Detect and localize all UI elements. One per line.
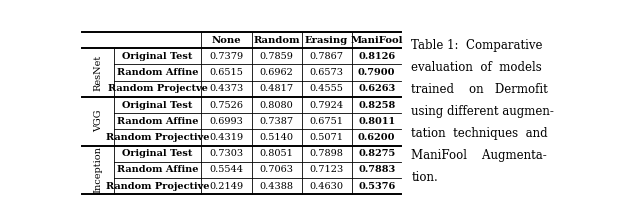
Text: 0.5544: 0.5544 [209,165,243,174]
Text: 0.4817: 0.4817 [259,84,294,93]
Text: trained    on   Dermofit: trained on Dermofit [412,83,548,96]
Text: Random Affine: Random Affine [117,68,198,77]
Text: 0.7924: 0.7924 [310,101,344,110]
Text: 0.5376: 0.5376 [358,182,396,191]
Text: 0.6751: 0.6751 [310,117,344,126]
Text: 0.7123: 0.7123 [310,165,344,174]
Text: Random Projective: Random Projective [106,133,209,142]
Text: Original Test: Original Test [122,52,193,61]
Text: 0.4555: 0.4555 [310,84,344,93]
Text: 0.7379: 0.7379 [209,52,244,61]
Text: ManiFool: ManiFool [351,36,403,45]
Text: 0.8080: 0.8080 [260,101,293,110]
Text: Random: Random [253,36,300,45]
Text: 0.8258: 0.8258 [358,101,396,110]
Text: 0.7063: 0.7063 [260,165,294,174]
Text: Erasing: Erasing [305,36,348,45]
Text: 0.6263: 0.6263 [358,84,396,93]
Text: 0.8275: 0.8275 [358,149,396,158]
Text: Random Affine: Random Affine [117,165,198,174]
Text: Random Projectve: Random Projectve [108,84,207,93]
Text: tation  techniques  and: tation techniques and [412,127,548,140]
Text: Random Affine: Random Affine [117,117,198,126]
Text: ManiFool    Augmenta-: ManiFool Augmenta- [412,149,547,162]
Text: 0.7303: 0.7303 [209,149,244,158]
Text: 0.6515: 0.6515 [209,68,243,77]
Text: 0.8126: 0.8126 [358,52,396,61]
Text: 0.7867: 0.7867 [310,52,344,61]
Text: ResNet: ResNet [93,54,102,91]
Text: 0.4630: 0.4630 [310,182,344,191]
Text: 0.7859: 0.7859 [260,52,294,61]
Text: Random Projective: Random Projective [106,182,209,191]
Text: using different augmen-: using different augmen- [412,105,554,118]
Text: Inception: Inception [93,146,102,193]
Text: 0.7898: 0.7898 [310,149,344,158]
Text: 0.6962: 0.6962 [260,68,294,77]
Text: 0.6200: 0.6200 [358,133,396,142]
Text: 0.8011: 0.8011 [358,117,396,126]
Text: None: None [212,36,241,45]
Text: Table 1:  Comparative: Table 1: Comparative [412,39,543,52]
Text: 0.7900: 0.7900 [358,68,396,77]
Text: 0.6993: 0.6993 [209,117,243,126]
Text: 0.7387: 0.7387 [259,117,294,126]
Text: 0.4319: 0.4319 [209,133,244,142]
Text: 0.6573: 0.6573 [310,68,344,77]
Text: 0.2149: 0.2149 [209,182,244,191]
Text: VGG: VGG [93,110,102,132]
Text: 0.7526: 0.7526 [209,101,243,110]
Text: Original Test: Original Test [122,101,193,110]
Text: 0.5071: 0.5071 [310,133,344,142]
Text: 0.4373: 0.4373 [209,84,244,93]
Text: 0.7883: 0.7883 [358,165,396,174]
Text: Original Test: Original Test [122,149,193,158]
Text: 0.4388: 0.4388 [260,182,294,191]
Text: 0.8051: 0.8051 [260,149,294,158]
Text: tion.: tion. [412,171,438,184]
Text: evaluation  of  models: evaluation of models [412,61,542,74]
Text: 0.5140: 0.5140 [260,133,294,142]
